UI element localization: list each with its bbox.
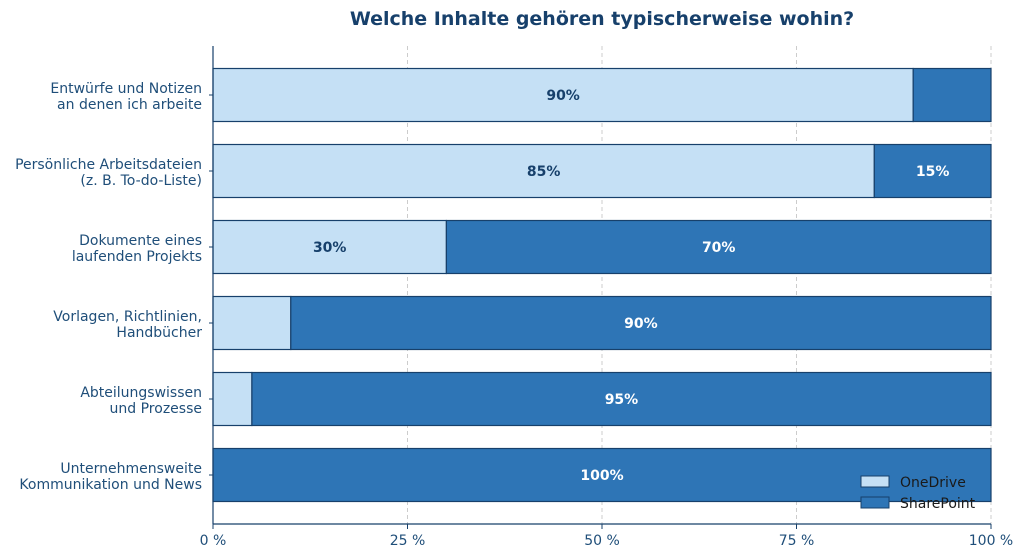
chart-title: Welche Inhalte gehören typischerweise wo… [350,8,854,30]
category-label: Unternehmensweite Kommunikation und News [19,461,202,493]
bar-segment-sharepoint [873,143,992,199]
bar-segment-onedrive [212,143,875,199]
legend-label-onedrive: OneDrive [900,475,966,491]
legend-swatch-sharepoint [860,496,890,509]
bar-segment-onedrive [212,67,914,123]
bar-segment-sharepoint [445,219,992,275]
bar-segment-sharepoint [912,67,992,123]
bar-value-label: 90% [624,316,658,332]
bar-value-label: 100% [580,468,623,484]
bars [212,67,992,503]
bar-labels: 90% 85% 15% 30% 70% 90% 95% 100% [313,88,949,484]
legend-label-sharepoint: SharePoint [900,496,976,512]
category-label: Persönliche Arbeitsdateien (z. B. To-do-L… [15,157,202,189]
category-label: Dokumente eines laufenden Projekts [72,233,202,265]
bar-segment-onedrive [212,295,292,351]
bar-segment-sharepoint [212,447,992,503]
bar-value-label: 85% [527,164,561,180]
x-tick-label: 50 % [584,533,620,549]
category-labels: Entwürfe und Notizen an denen ich arbeite… [15,81,202,493]
x-tick-label: 75 % [779,533,815,549]
bar-segment-onedrive [212,371,253,427]
bar-segment-sharepoint [290,295,992,351]
x-tick-labels: 0 % 25 % 50 % 75 % 100 % [200,524,1013,549]
x-tick-label: 100 % [969,533,1013,549]
category-label: Vorlagen, Richtlinien, Handbücher [53,309,202,341]
category-label: Abteilungswissen und Prozesse [80,385,202,417]
x-tick-label: 25 % [390,533,426,549]
x-tick-label: 0 % [200,533,227,549]
grid-lines [407,46,992,524]
category-label: Entwürfe und Notizen an denen ich arbeite [50,81,202,113]
bar-value-label: 15% [916,164,950,180]
legend-swatch-onedrive [860,475,890,488]
bar-value-label: 90% [546,88,580,104]
bar-value-label: 95% [605,392,639,408]
legend: OneDrive SharePoint [860,475,976,512]
bar-value-label: 30% [313,240,347,256]
bar-value-label: 70% [702,240,736,256]
bar-segment-sharepoint [251,371,992,427]
